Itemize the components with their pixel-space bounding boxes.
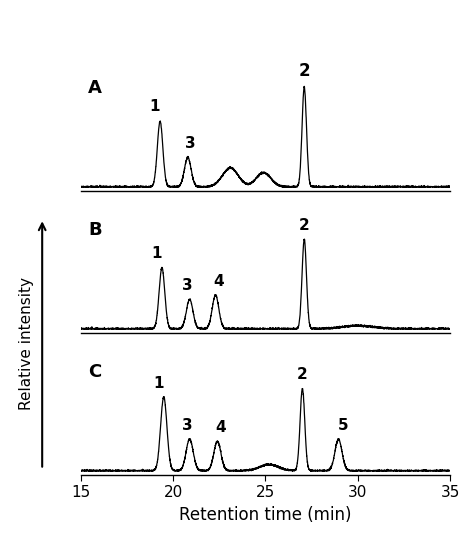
Text: B: B xyxy=(88,221,101,239)
Text: 3: 3 xyxy=(182,418,193,433)
Text: 4: 4 xyxy=(213,274,224,289)
Text: 2: 2 xyxy=(297,367,308,382)
Text: 2: 2 xyxy=(299,62,310,80)
Text: 3: 3 xyxy=(185,136,196,151)
Text: A: A xyxy=(88,79,102,97)
Text: 1: 1 xyxy=(151,246,162,262)
Text: C: C xyxy=(88,363,101,381)
Text: 1: 1 xyxy=(149,99,160,114)
Text: 5: 5 xyxy=(338,418,348,433)
X-axis label: Retention time (min): Retention time (min) xyxy=(179,506,352,524)
Text: 1: 1 xyxy=(153,376,164,391)
Text: Relative intensity: Relative intensity xyxy=(19,277,34,411)
Text: 3: 3 xyxy=(182,278,193,293)
Text: 2: 2 xyxy=(299,218,310,233)
Text: 4: 4 xyxy=(215,420,226,435)
